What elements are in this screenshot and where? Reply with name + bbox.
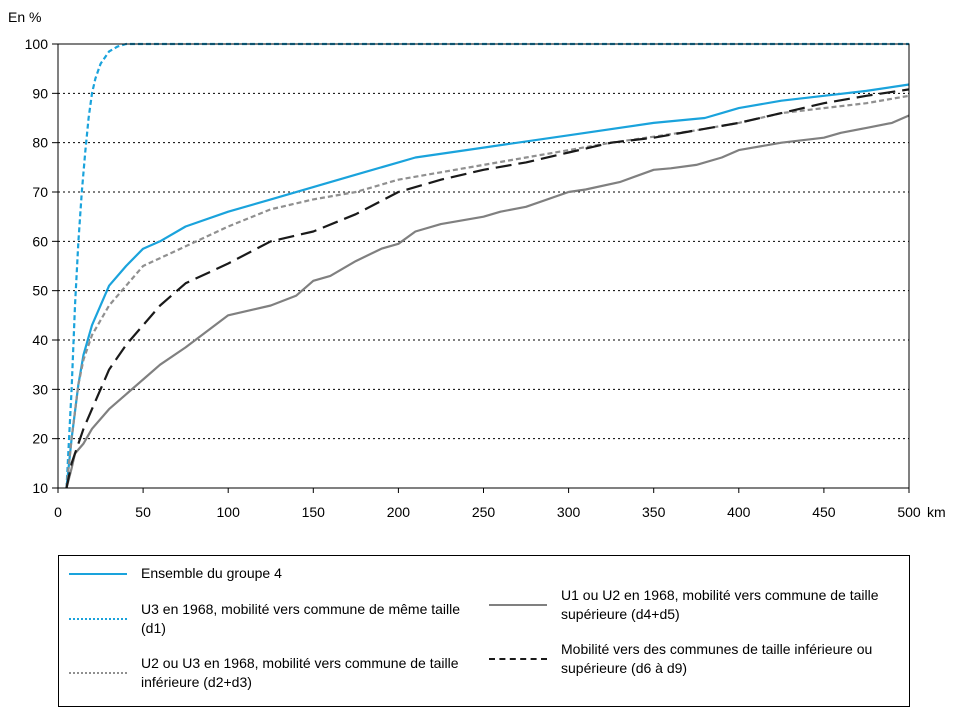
- series-line-d2d3: [65, 94, 910, 489]
- legend-swatch-ensemble: [69, 572, 127, 575]
- y-tick-label: 60: [32, 233, 48, 249]
- series-line-d6d9: [65, 88, 910, 489]
- legend-label-ensemble: Ensemble du groupe 4: [141, 565, 282, 581]
- y-axis-ticks: 10 20 30 40 50 60 70 80 90 100: [25, 36, 58, 496]
- line-chart: 10 20 30 40 50 60 70 80 90 100 0 50 100 150 200 250 300…: [8, 9, 946, 520]
- y-tick-label: 90: [32, 85, 48, 101]
- y-tick-label: 50: [32, 283, 48, 299]
- legend-item-d6d9: Mobilité vers des communes de taille inf…: [489, 640, 881, 678]
- x-tick-label: 150: [302, 504, 326, 520]
- x-tick-label: 350: [642, 504, 666, 520]
- y-tick-label: 20: [32, 431, 48, 447]
- series-line-d4d5: [65, 114, 910, 489]
- series-line-d1: [65, 42, 909, 489]
- x-tick-label: 100: [217, 504, 241, 520]
- legend-label-d2d3: U2 ou U3 en 1968, mobilité vers commune …: [141, 655, 459, 690]
- gridlines: [58, 92, 909, 440]
- legend-swatch-d4d5: [489, 604, 547, 606]
- legend-label-d4d5: U1 ou U2 en 1968, mobilité vers commune …: [561, 587, 879, 622]
- x-tick-label: 50: [135, 504, 151, 520]
- plot-area-frame: [57, 43, 910, 489]
- series-lines: [65, 42, 910, 489]
- y-tick-label: 40: [32, 332, 48, 348]
- x-tick-label: 300: [557, 504, 581, 520]
- x-tick-label: 400: [727, 504, 751, 520]
- legend-item-ensemble: Ensemble du groupe 4: [69, 564, 521, 583]
- y-tick-label: 30: [32, 381, 48, 397]
- x-axis-ticks: 0 50 100 150 200 250 300 350 400 450 500: [54, 488, 921, 520]
- y-tick-label: 100: [25, 36, 49, 52]
- y-tick-label: 80: [32, 135, 48, 151]
- x-tick-label: 0: [54, 504, 62, 520]
- legend-swatch-d6d9: [489, 658, 547, 660]
- x-tick-label: 200: [387, 504, 411, 520]
- legend-item-d2d3: U2 ou U3 en 1968, mobilité vers commune …: [69, 654, 461, 692]
- legend-swatch-d1: [69, 618, 127, 620]
- series-line-ensemble: [65, 83, 910, 489]
- legend-item-d1: U3 en 1968, mobilité vers commune de mêm…: [69, 600, 461, 638]
- y-tick-label: 10: [32, 480, 48, 496]
- y-axis-label: En %: [8, 9, 41, 25]
- y-tick-label: 70: [32, 184, 48, 200]
- x-tick-label: 450: [812, 504, 836, 520]
- x-tick-label: 250: [472, 504, 496, 520]
- x-tick-label: 500: [897, 504, 921, 520]
- legend-item-d4d5: U1 ou U2 en 1968, mobilité vers commune …: [489, 586, 881, 624]
- legend-label-d6d9: Mobilité vers des communes de taille inf…: [561, 641, 873, 676]
- legend: Ensemble du groupe 4 U3 en 1968, mobilité…: [58, 555, 910, 707]
- legend-label-d1: U3 en 1968, mobilité vers commune de mêm…: [141, 601, 461, 636]
- x-axis-label: km: [927, 504, 946, 520]
- legend-swatch-d2d3: [69, 672, 127, 674]
